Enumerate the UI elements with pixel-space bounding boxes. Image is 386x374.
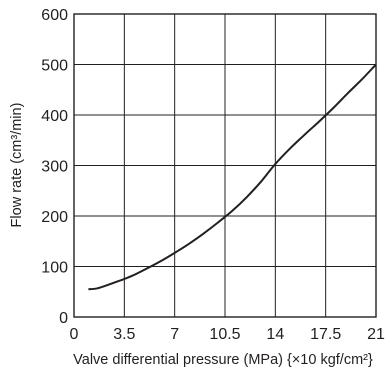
y-tick-label: 500 <box>41 58 68 75</box>
y-tick-label: 100 <box>41 260 68 277</box>
x-tick-labels: 0 3.5 7 10.5 14 17.5 21 <box>70 326 385 343</box>
y-tick-label: 600 <box>41 7 68 24</box>
plot-frame <box>73 13 377 318</box>
y-tick-label: 300 <box>41 159 68 176</box>
y-tick-label: 400 <box>41 108 68 125</box>
y-tick-label: 0 <box>59 310 68 327</box>
x-axis-title: Valve differential pressure (MPa) {×10 k… <box>73 352 373 368</box>
y-tick-label: 200 <box>41 209 68 226</box>
x-tick-label: 7 <box>170 326 179 343</box>
x-tick-label: 10.5 <box>209 326 240 343</box>
y-axis-title: Flow rate (cm³/min) <box>9 103 25 228</box>
grid-lines <box>74 14 376 317</box>
x-tick-label: 0 <box>70 326 79 343</box>
x-tick-label: 17.5 <box>310 326 341 343</box>
x-tick-label: 3.5 <box>113 326 135 343</box>
x-tick-label: 21 <box>367 326 385 343</box>
series-line <box>88 63 377 291</box>
y-tick-labels: 0 100 200 300 400 500 600 <box>41 7 68 327</box>
x-tick-label: 14 <box>266 326 284 343</box>
